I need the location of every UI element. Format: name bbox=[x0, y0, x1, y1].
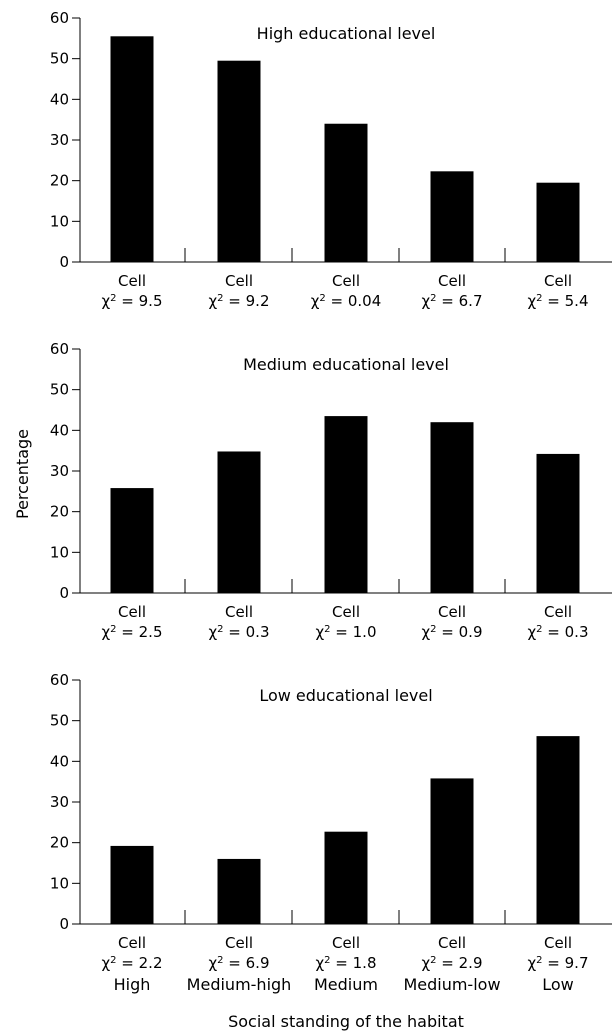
y-tick-label: 40 bbox=[50, 421, 69, 439]
y-tick-label: 0 bbox=[59, 584, 69, 602]
chi-square-label: χ2 = 1.8 bbox=[315, 954, 376, 972]
y-tick-label: 10 bbox=[50, 212, 69, 230]
chi-square-label: χ2 = 2.5 bbox=[101, 623, 162, 641]
cell-label: Cell bbox=[225, 603, 253, 621]
bar bbox=[324, 831, 368, 924]
y-tick-label: 50 bbox=[50, 381, 69, 399]
bar bbox=[430, 778, 474, 924]
cell-label: Cell bbox=[544, 934, 572, 952]
x-axis-label: Social standing of the habitat bbox=[228, 1012, 464, 1031]
y-tick-label: 10 bbox=[50, 874, 69, 892]
chi-square-label: χ2 = 9.7 bbox=[527, 954, 588, 972]
cell-label: Cell bbox=[118, 272, 146, 290]
chi-square-label: χ2 = 9.5 bbox=[101, 292, 162, 310]
bar bbox=[110, 36, 154, 262]
cell-label: Cell bbox=[225, 934, 253, 952]
cell-label: Cell bbox=[438, 934, 466, 952]
chi-square-label: χ2 = 6.7 bbox=[421, 292, 482, 310]
cell-label: Cell bbox=[438, 603, 466, 621]
panel-title: High educational level bbox=[257, 24, 436, 43]
cell-label: Cell bbox=[544, 603, 572, 621]
y-tick-label: 20 bbox=[50, 503, 69, 521]
bar bbox=[324, 416, 368, 593]
cell-label: Cell bbox=[118, 603, 146, 621]
bar bbox=[536, 182, 580, 262]
y-tick-label: 30 bbox=[50, 131, 69, 149]
chi-square-label: χ2 = 0.9 bbox=[421, 623, 482, 641]
y-tick-label: 50 bbox=[50, 50, 69, 68]
y-tick-label: 50 bbox=[50, 712, 69, 730]
x-tick-label: Medium-low bbox=[403, 975, 500, 994]
bar bbox=[536, 453, 580, 593]
cell-label: Cell bbox=[332, 272, 360, 290]
chi-square-label: χ2 = 6.9 bbox=[208, 954, 269, 972]
bar bbox=[217, 858, 261, 924]
y-tick-label: 0 bbox=[59, 915, 69, 933]
y-tick-label: 0 bbox=[59, 253, 69, 271]
y-tick-label: 30 bbox=[50, 793, 69, 811]
panel-2: 0 10 20 30 40 50 60 Medium educational level Cel… bbox=[50, 340, 612, 641]
bar bbox=[217, 60, 261, 263]
bar bbox=[430, 422, 474, 593]
chi-square-label: χ2 = 1.0 bbox=[315, 623, 376, 641]
bar bbox=[536, 736, 580, 924]
bar bbox=[110, 488, 154, 593]
bar bbox=[110, 845, 154, 924]
bar bbox=[217, 451, 261, 593]
y-tick-label: 40 bbox=[50, 752, 69, 770]
y-tick-label: 10 bbox=[50, 543, 69, 561]
x-tick-label: Low bbox=[542, 975, 574, 994]
chi-square-label: χ2 = 0.3 bbox=[527, 623, 588, 641]
panel-title: Medium educational level bbox=[243, 355, 449, 374]
cell-label: Cell bbox=[118, 934, 146, 952]
bar bbox=[430, 171, 474, 262]
chi-square-label: χ2 = 9.2 bbox=[208, 292, 269, 310]
chi-square-label: χ2 = 0.04 bbox=[311, 292, 382, 310]
y-axis-label: Percentage bbox=[13, 429, 32, 519]
chi-square-label: χ2 = 2.2 bbox=[101, 954, 162, 972]
panel-1: 0 10 20 30 40 50 60 High educational level Cell C… bbox=[50, 9, 612, 310]
y-tick-label: 60 bbox=[50, 340, 69, 358]
y-tick-label: 60 bbox=[50, 9, 69, 27]
cell-label: Cell bbox=[225, 272, 253, 290]
cell-label: Cell bbox=[332, 603, 360, 621]
cell-label: Cell bbox=[332, 934, 360, 952]
y-tick-label: 20 bbox=[50, 834, 69, 852]
cell-label: Cell bbox=[544, 272, 572, 290]
chi-square-label: χ2 = 2.9 bbox=[421, 954, 482, 972]
panels: 0 10 20 30 40 50 60 High educational level Cell C… bbox=[50, 9, 612, 994]
y-tick-label: 60 bbox=[50, 671, 69, 689]
bar bbox=[324, 123, 368, 262]
y-tick-label: 20 bbox=[50, 172, 69, 190]
cell-label: Cell bbox=[438, 272, 466, 290]
chi-square-label: χ2 = 5.4 bbox=[527, 292, 588, 310]
y-tick-label: 30 bbox=[50, 462, 69, 480]
y-tick-label: 40 bbox=[50, 90, 69, 108]
x-tick-label: Medium bbox=[314, 975, 378, 994]
x-tick-label: High bbox=[114, 975, 151, 994]
panel-3: 0 10 20 30 40 50 60 Low educational level Cell Ce… bbox=[50, 671, 612, 994]
x-tick-label: Medium-high bbox=[187, 975, 292, 994]
chi-square-label: χ2 = 0.3 bbox=[208, 623, 269, 641]
panel-title: Low educational level bbox=[259, 686, 432, 705]
